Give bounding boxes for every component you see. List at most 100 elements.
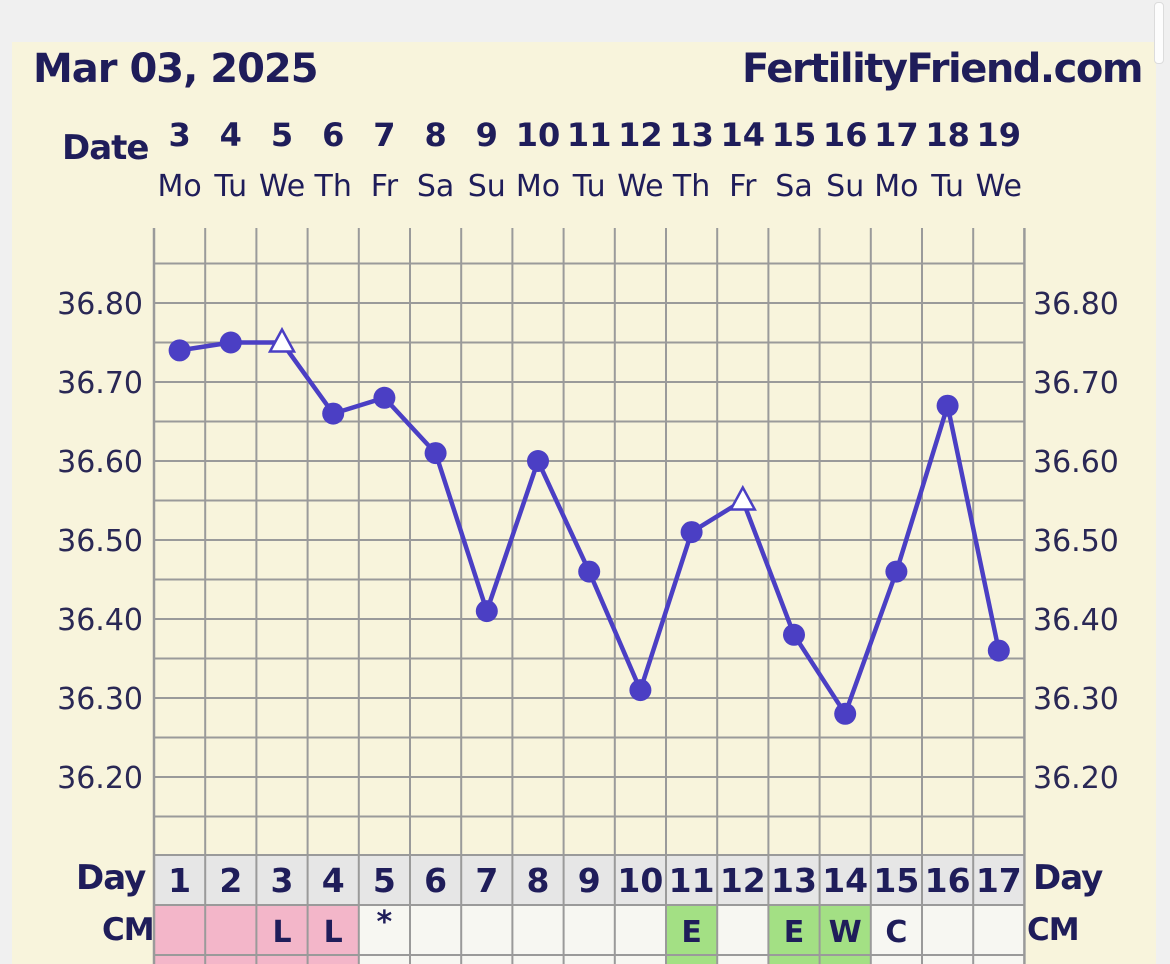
date-number: 16 (823, 116, 868, 154)
cm-row-label-left: CM (102, 912, 155, 948)
cycle-day-number: 7 (475, 861, 498, 900)
weekday-label: Mo (874, 169, 918, 204)
weekday-label: Sa (417, 169, 454, 204)
cycle-day-number: 10 (617, 861, 663, 900)
weekday-label: Th (314, 169, 352, 204)
y-tick-label-left: 36.30 (57, 682, 143, 717)
temperature-point[interactable] (783, 623, 805, 646)
weekday-label: We (259, 169, 305, 204)
date-number: 14 (721, 116, 766, 154)
weekday-label: Su (468, 169, 506, 204)
cm-value: E (784, 915, 805, 950)
temperature-point-excluded[interactable] (267, 326, 297, 353)
cycle-day-number: 4 (322, 861, 345, 900)
temperature-point[interactable] (322, 402, 345, 425)
chart-panel (12, 42, 1156, 964)
date-number: 11 (567, 116, 612, 154)
day-row-bg (154, 855, 1025, 905)
y-tick-label-right: 36.80 (1033, 287, 1119, 322)
temperature-point[interactable] (527, 450, 549, 472)
date-number: 13 (669, 116, 714, 154)
weekday-label: We (617, 169, 663, 204)
weekday-label: Th (672, 169, 710, 204)
date-number: 7 (373, 116, 395, 154)
temperature-point[interactable] (885, 560, 908, 583)
cycle-day-number: 8 (527, 861, 550, 900)
cycle-day-number: 12 (720, 861, 766, 900)
date-number: 18 (925, 116, 970, 154)
y-tick-label-right: 36.60 (1033, 445, 1119, 480)
y-tick-label-left: 36.20 (57, 761, 143, 796)
chart-date: Mar 03, 2025 (33, 46, 319, 92)
cm-value: E (681, 915, 702, 950)
temperature-point[interactable] (373, 386, 396, 409)
temperature-point[interactable] (987, 639, 1010, 662)
weekday-label: Su (826, 169, 864, 204)
cm-value: W (829, 915, 862, 950)
y-tick-label-right: 36.50 (1033, 524, 1119, 559)
weekday-label: Fr (729, 169, 757, 204)
weekday-label: Sa (775, 169, 812, 204)
date-number: 3 (168, 116, 190, 154)
temperature-point[interactable] (424, 442, 447, 465)
date-number: 4 (220, 116, 242, 154)
date-number: 12 (618, 116, 663, 154)
date-number: 6 (322, 116, 344, 154)
date-number: 19 (977, 116, 1022, 154)
cycle-day-number: 6 (424, 861, 447, 900)
y-tick-label-left: 36.60 (57, 445, 143, 480)
weekday-label: Mo (157, 169, 201, 204)
cycle-day-number: 11 (669, 861, 715, 900)
weekday-label: Tu (572, 169, 606, 204)
y-tick-label-left: 36.70 (57, 366, 143, 401)
date-number: 15 (772, 116, 817, 154)
y-tick-label-right: 36.70 (1033, 366, 1119, 401)
temperature-point-excluded[interactable] (728, 484, 757, 511)
brand-logo[interactable]: FertilityFriend.com (741, 46, 1144, 92)
date-number: 17 (874, 116, 919, 154)
date-number: 8 (424, 116, 446, 154)
cm-value: C (885, 915, 907, 950)
temperature-point[interactable] (629, 679, 652, 702)
date-number: 10 (516, 116, 561, 154)
cycle-day-number: 9 (578, 861, 601, 900)
weekday-label: Tu (930, 169, 964, 204)
cycle-day-number: 5 (373, 861, 396, 900)
cycle-day-number: 14 (822, 861, 868, 900)
date-row-label: Date (62, 128, 149, 168)
cm-value: * (377, 905, 393, 940)
temperature-point[interactable] (168, 339, 191, 362)
cycle-day-number: 13 (771, 861, 817, 900)
weekday-label: We (976, 169, 1022, 204)
temperature-point[interactable] (936, 394, 959, 417)
cycle-day-number: 2 (219, 861, 242, 900)
cm-value: L (324, 915, 343, 950)
scrollbar-thumb[interactable] (1154, 2, 1164, 64)
cycle-day-number: 1 (168, 861, 191, 900)
day-row-label-right: Day (1033, 858, 1103, 898)
date-number: 9 (476, 116, 498, 154)
cm-value: L (272, 915, 291, 950)
y-tick-label-left: 36.50 (57, 524, 143, 559)
y-tick-label-left: 36.40 (57, 603, 143, 638)
temperature-point[interactable] (578, 560, 601, 583)
temperature-point[interactable] (834, 702, 857, 725)
temperature-point[interactable] (680, 521, 703, 544)
y-tick-label-right: 36.30 (1033, 682, 1119, 717)
y-tick-label-right: 36.40 (1033, 603, 1119, 638)
cycle-day-number: 17 (976, 861, 1022, 900)
cycle-day-number: 3 (271, 861, 294, 900)
weekday-label: Fr (371, 169, 399, 204)
y-tick-label-left: 36.80 (57, 287, 143, 322)
cycle-day-number: 15 (873, 861, 919, 900)
date-number: 5 (271, 116, 293, 154)
cycle-day-number: 16 (925, 861, 971, 900)
cm-row-label-right: CM (1027, 912, 1080, 948)
y-tick-label-right: 36.20 (1033, 761, 1119, 796)
weekday-label: Tu (213, 169, 247, 204)
temperature-point[interactable] (475, 600, 498, 623)
temperature-point[interactable] (219, 331, 242, 354)
weekday-label: Mo (516, 169, 560, 204)
day-row-label-left: Day (76, 858, 146, 898)
